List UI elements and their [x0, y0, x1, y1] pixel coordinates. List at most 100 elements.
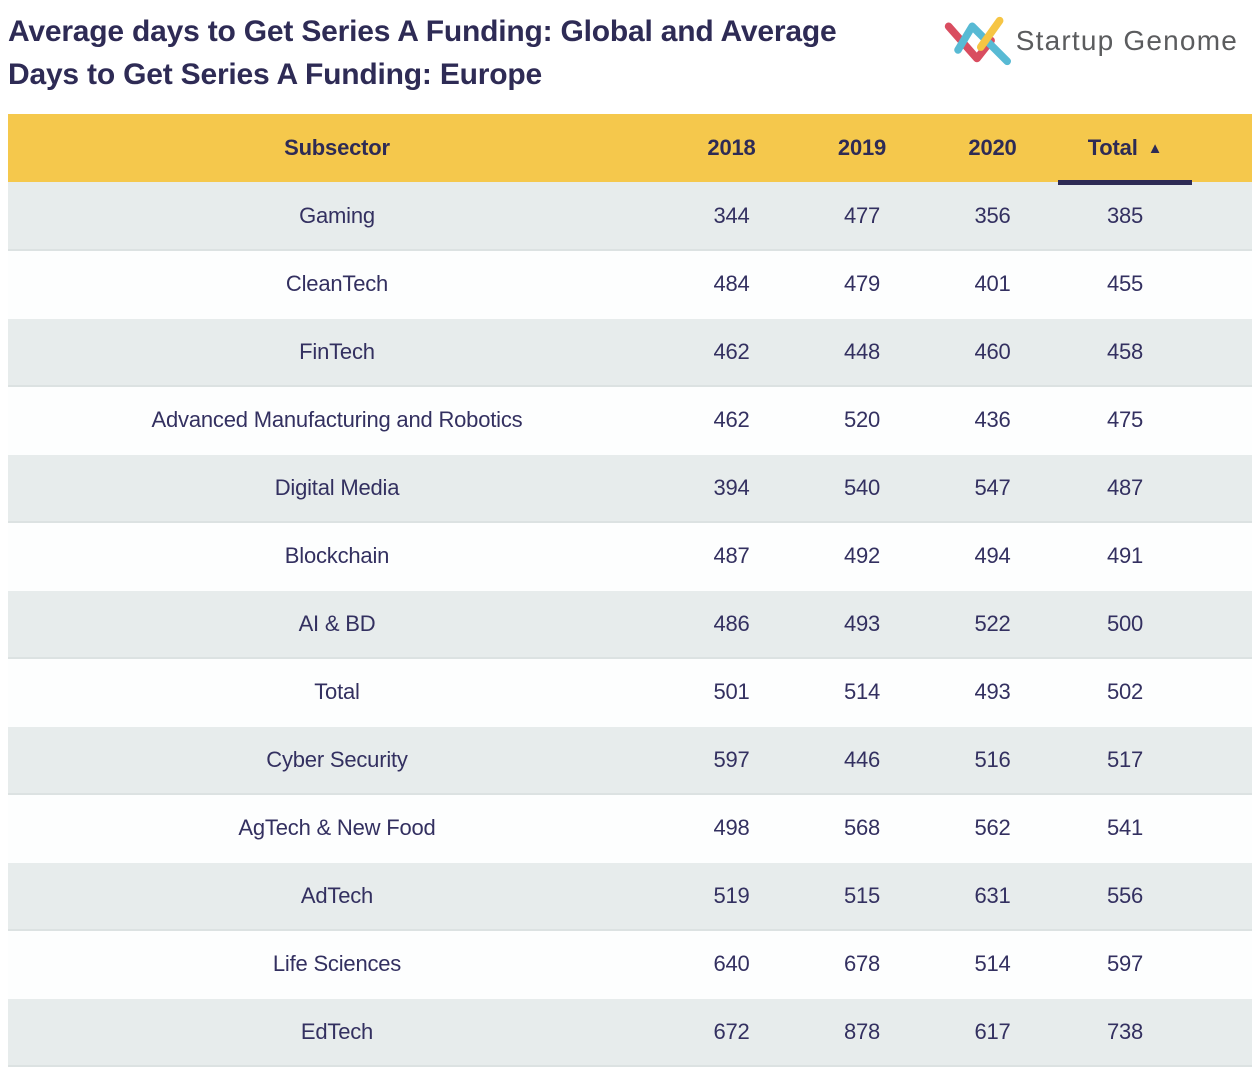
- value-2018-cell: 486: [666, 590, 797, 659]
- row-spacer-cell: [1192, 386, 1252, 455]
- row-spacer-cell: [1192, 182, 1252, 251]
- value-2020-cell: 494: [927, 522, 1058, 591]
- subsector-cell: Cyber Security: [8, 726, 666, 795]
- table-row: Cyber Security 597 446 516 517: [8, 726, 1252, 795]
- value-2018-cell: 498: [666, 794, 797, 863]
- logo-teal-stroke: [953, 22, 1011, 66]
- value-total-cell: 458: [1058, 318, 1192, 387]
- value-2019-cell: 477: [797, 182, 927, 251]
- startup-genome-logo-icon: [944, 16, 1011, 66]
- startup-genome-logo-text: Startup Genome: [1015, 24, 1238, 56]
- subsector-cell: Life Sciences: [8, 930, 666, 999]
- value-2018-cell: 640: [666, 930, 797, 999]
- subsector-cell: AdTech: [8, 862, 666, 931]
- value-2019-cell: 520: [797, 386, 927, 455]
- value-2018-cell: 344: [666, 182, 797, 251]
- page-title: Average days to Get Series A Funding: Gl…: [8, 10, 837, 96]
- logo-red-stroke: [944, 22, 995, 63]
- value-2019-cell: 448: [797, 318, 927, 387]
- row-spacer-cell: [1192, 318, 1252, 387]
- page-title-line-1: Average days to Get Series A Funding: Gl…: [8, 15, 837, 48]
- value-total-cell: 517: [1058, 726, 1192, 795]
- value-2018-cell: 484: [666, 250, 797, 319]
- table-row: EdTech 672 878 617 738: [8, 998, 1252, 1067]
- column-header-subsector[interactable]: Subsector: [8, 114, 666, 182]
- funding-days-table: Subsector 2018 2019 2020 Total ▲ Gaming 3…: [8, 114, 1252, 1067]
- value-2020-cell: 514: [927, 930, 1058, 999]
- value-total-cell: 385: [1058, 182, 1192, 251]
- value-total-cell: 500: [1058, 590, 1192, 659]
- page-header: Average days to Get Series A Funding: Gl…: [0, 0, 1260, 114]
- table-row: Advanced Manufacturing and Robotics 462 …: [8, 386, 1252, 455]
- column-header-2019[interactable]: 2019: [797, 114, 927, 182]
- value-2020-cell: 460: [927, 318, 1058, 387]
- row-spacer-cell: [1192, 250, 1252, 319]
- value-total-cell: 556: [1058, 862, 1192, 931]
- value-2019-cell: 540: [797, 454, 927, 523]
- table-row: Gaming 344 477 356 385: [8, 182, 1252, 251]
- value-total-cell: 738: [1058, 998, 1192, 1067]
- row-spacer-cell: [1192, 726, 1252, 795]
- subsector-cell: Blockchain: [8, 522, 666, 591]
- value-2020-cell: 516: [927, 726, 1058, 795]
- value-2019-cell: 446: [797, 726, 927, 795]
- value-total-cell: 487: [1058, 454, 1192, 523]
- row-spacer-cell: [1192, 658, 1252, 727]
- value-2018-cell: 672: [666, 998, 797, 1067]
- value-total-cell: 597: [1058, 930, 1192, 999]
- startup-genome-logo: Startup Genome: [941, 12, 1238, 69]
- table-row: AI & BD 486 493 522 500: [8, 590, 1252, 659]
- subsector-cell: Total: [8, 658, 666, 727]
- subsector-cell: Gaming: [8, 182, 666, 251]
- value-2019-cell: 568: [797, 794, 927, 863]
- row-spacer-cell: [1192, 930, 1252, 999]
- row-spacer-cell: [1192, 522, 1252, 591]
- value-2020-cell: 547: [927, 454, 1058, 523]
- subsector-cell: AgTech & New Food: [8, 794, 666, 863]
- value-2019-cell: 479: [797, 250, 927, 319]
- value-2018-cell: 501: [666, 658, 797, 727]
- table-row: Blockchain 487 492 494 491: [8, 522, 1252, 591]
- value-total-cell: 491: [1058, 522, 1192, 591]
- value-2018-cell: 462: [666, 386, 797, 455]
- value-2018-cell: 487: [666, 522, 797, 591]
- sort-ascending-icon: ▲: [1147, 140, 1163, 157]
- value-2019-cell: 493: [797, 590, 927, 659]
- table-row: Life Sciences 640 678 514 597: [8, 930, 1252, 999]
- value-2020-cell: 522: [927, 590, 1058, 659]
- subsector-cell: Digital Media: [8, 454, 666, 523]
- table-row: Digital Media 394 540 547 487: [8, 454, 1252, 523]
- column-header-total-label: Total: [1087, 135, 1138, 160]
- subsector-cell: Advanced Manufacturing and Robotics: [8, 386, 666, 455]
- value-total-cell: 502: [1058, 658, 1192, 727]
- table-header-row: Subsector 2018 2019 2020 Total ▲: [8, 114, 1252, 185]
- table-row: FinTech 462 448 460 458: [8, 318, 1252, 387]
- value-2018-cell: 519: [666, 862, 797, 931]
- column-header-2018[interactable]: 2018: [666, 114, 797, 182]
- value-2020-cell: 631: [927, 862, 1058, 931]
- value-2018-cell: 394: [666, 454, 797, 523]
- subsector-cell: CleanTech: [8, 250, 666, 319]
- column-header-2020[interactable]: 2020: [927, 114, 1058, 182]
- subsector-cell: FinTech: [8, 318, 666, 387]
- value-2019-cell: 878: [797, 998, 927, 1067]
- value-2018-cell: 462: [666, 318, 797, 387]
- table-row: AgTech & New Food 498 568 562 541: [8, 794, 1252, 863]
- value-2020-cell: 401: [927, 250, 1058, 319]
- value-2018-cell: 597: [666, 726, 797, 795]
- table-row: Total 501 514 493 502: [8, 658, 1252, 727]
- row-spacer-cell: [1192, 454, 1252, 523]
- value-total-cell: 541: [1058, 794, 1192, 863]
- row-spacer-cell: [1192, 590, 1252, 659]
- value-2020-cell: 436: [927, 386, 1058, 455]
- value-2019-cell: 492: [797, 522, 927, 591]
- value-2020-cell: 617: [927, 998, 1058, 1067]
- value-2019-cell: 678: [797, 930, 927, 999]
- value-2020-cell: 562: [927, 794, 1058, 863]
- logo-yellow-stroke: [976, 16, 1004, 51]
- column-header-total[interactable]: Total ▲: [1058, 114, 1192, 185]
- value-2020-cell: 493: [927, 658, 1058, 727]
- table-row: CleanTech 484 479 401 455: [8, 250, 1252, 319]
- value-2019-cell: 515: [797, 862, 927, 931]
- row-spacer-cell: [1192, 862, 1252, 931]
